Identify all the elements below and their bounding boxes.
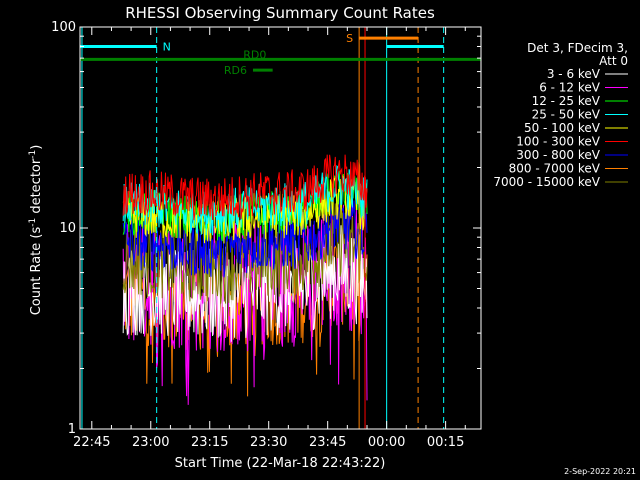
- footer-date: 2-Sep-2022 20:21: [564, 467, 636, 476]
- flag-layer: N S RD0 RD6: [80, 32, 481, 77]
- legend-entry-label: 25 - 50 keV: [532, 108, 601, 122]
- legend-entry-label: 7000 - 15000 keV: [493, 175, 600, 189]
- series-line: [122, 194, 368, 278]
- vline-layer: [81, 27, 445, 429]
- series-line: [122, 154, 368, 221]
- legend-header-line2: Att 0: [599, 54, 628, 68]
- series-line: [122, 225, 368, 342]
- x-axis-ticks: 22:45 23:00 23:15 23:30 23:45 00:00 00:15: [73, 27, 466, 450]
- flag-label: S: [346, 32, 353, 45]
- legend-entry-label: 50 - 100 keV: [524, 121, 601, 135]
- x-tick-label: 00:15: [427, 435, 464, 450]
- y-tick-label: 1: [68, 422, 76, 437]
- legend-header-line1: Det 3, FDecim 3,: [527, 41, 628, 55]
- flag-label: RD6: [224, 64, 247, 77]
- legend-entry-label: 12 - 25 keV: [532, 94, 601, 108]
- y-tick-label: 10: [59, 221, 76, 236]
- y-axis-label: Count Rate (s-1 detector-1): [28, 145, 44, 316]
- x-axis-label: Start Time (22-Mar-18 22:43:22): [175, 456, 386, 471]
- x-tick-label: 23:15: [191, 435, 228, 450]
- y-axis-ticks: 1 10 100: [51, 20, 481, 437]
- series-line: [122, 230, 368, 397]
- legend-entry-label: 100 - 300 keV: [516, 135, 600, 149]
- y-tick-label: 100: [51, 20, 76, 35]
- series-layer: [122, 154, 368, 405]
- legend-entry-label: 3 - 6 keV: [547, 67, 601, 81]
- series-line: [122, 174, 368, 244]
- flag-label: RD0: [243, 48, 266, 61]
- flag-label: N: [163, 40, 171, 53]
- x-tick-label: 23:45: [309, 435, 346, 450]
- legend-entry-label: 800 - 7000 keV: [509, 162, 601, 176]
- legend-entry-label: 300 - 800 keV: [516, 148, 600, 162]
- chart-title: RHESSI Observing Summary Count Rates: [125, 4, 435, 22]
- x-tick-label: 23:30: [250, 435, 287, 450]
- x-tick-label: 22:45: [73, 435, 110, 450]
- x-tick-label: 23:00: [132, 435, 169, 450]
- x-tick-label: 00:00: [368, 435, 405, 450]
- legend-entry-label: 6 - 12 keV: [539, 81, 601, 95]
